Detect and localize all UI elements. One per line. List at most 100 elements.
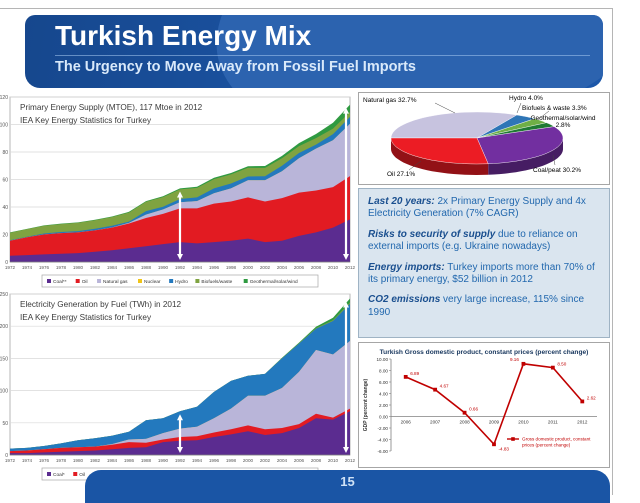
svg-text:-4.00: -4.00 xyxy=(378,437,389,442)
svg-text:2008: 2008 xyxy=(311,458,322,463)
svg-text:1976: 1976 xyxy=(39,458,50,463)
pie-canvas xyxy=(390,111,564,175)
svg-text:1974: 1974 xyxy=(22,458,33,463)
svg-text:-6.00: -6.00 xyxy=(378,449,389,454)
svg-text:80: 80 xyxy=(2,150,8,156)
fact-text: very large increase, 115% since 1990 xyxy=(368,294,585,318)
primary-energy-chart: 0 20 40 60 80 100 120 1972 1974 1976 1978 1980 1982 1… xyxy=(0,95,356,288)
svg-text:-2.00: -2.00 xyxy=(378,426,389,431)
svg-text:1978: 1978 xyxy=(56,458,67,463)
svg-text:1982: 1982 xyxy=(90,265,101,270)
gdp-chart-panel: -6.00 -4.00 -2.00 0.00 2.00 4.00 6.00 8.00 10.00… xyxy=(358,342,610,468)
svg-text:-4.83: -4.83 xyxy=(499,446,510,451)
svg-text:2000: 2000 xyxy=(243,265,254,270)
fact-lead: CO2 emissions xyxy=(368,294,441,306)
electricity-chart-title: Electricity Generation by Fuel (TWh) in … xyxy=(20,300,182,309)
svg-text:2011: 2011 xyxy=(548,420,558,425)
pie-label-biofuels: Biofuels & waste 3.3% xyxy=(522,105,587,112)
svg-text:1998: 1998 xyxy=(226,458,237,463)
svg-text:6.00: 6.00 xyxy=(379,380,388,385)
svg-text:1992: 1992 xyxy=(175,265,186,270)
svg-text:9.16: 9.16 xyxy=(510,357,519,362)
svg-text:1980: 1980 xyxy=(73,265,84,270)
facts-panel: Last 20 years: 2x Primary Energy Supply … xyxy=(358,188,610,338)
fact-lead: Last 20 years: xyxy=(368,196,435,207)
svg-text:2009: 2009 xyxy=(489,420,500,425)
title-banner: Turkish Energy Mix The Urgency to Move A… xyxy=(25,15,603,88)
svg-text:0: 0 xyxy=(5,453,8,459)
svg-text:1998: 1998 xyxy=(226,265,237,270)
svg-text:8.50: 8.50 xyxy=(557,362,566,367)
fact-item-risks: Risks to security of supply due to relia… xyxy=(368,229,600,254)
svg-text:prices (percent change): prices (percent change) xyxy=(522,443,571,448)
svg-text:2010: 2010 xyxy=(328,458,339,463)
svg-text:1994: 1994 xyxy=(192,458,203,463)
svg-text:Coal**: Coal** xyxy=(53,279,67,285)
fact-text: 2x Primary Energy Supply and 4x Electric… xyxy=(368,196,586,220)
svg-text:1984: 1984 xyxy=(107,265,118,270)
svg-text:2.00: 2.00 xyxy=(379,403,388,408)
svg-text:1982: 1982 xyxy=(90,458,101,463)
electricity-chart-subtitle: IEA Key Energy Statistics for Turkey xyxy=(20,313,152,322)
svg-text:2008: 2008 xyxy=(459,420,470,425)
svg-text:Nuclear: Nuclear xyxy=(144,279,161,285)
svg-text:6.89: 6.89 xyxy=(410,371,419,376)
svg-text:Oil: Oil xyxy=(79,472,85,478)
svg-text:1994: 1994 xyxy=(192,265,203,270)
primary-energy-chart-title: Primary Energy Supply (MTOE), 117 Mtoe i… xyxy=(20,103,203,112)
svg-text:100: 100 xyxy=(0,123,8,129)
gdp-chart: -6.00 -4.00 -2.00 0.00 2.00 4.00 6.00 8.00 10.00… xyxy=(363,349,597,454)
svg-text:2000: 2000 xyxy=(243,458,254,463)
slide-frame xyxy=(0,8,613,495)
svg-text:4.67: 4.67 xyxy=(440,384,449,389)
svg-text:Hydro: Hydro xyxy=(175,279,188,285)
svg-text:200: 200 xyxy=(0,324,8,330)
svg-text:1992: 1992 xyxy=(175,458,186,463)
pie-leader-lines xyxy=(408,102,556,171)
svg-text:Gross domestic product, consta: Gross domestic product, constant xyxy=(522,437,591,442)
energy-mix-pie xyxy=(390,102,564,175)
fact-lead: Risks to security of supply xyxy=(368,228,496,240)
primary-energy-chart-canvas: 0 20 40 60 80 100 120 1972 1974 1976 1978 1980 1982 1… xyxy=(0,95,356,288)
svg-text:2007: 2007 xyxy=(430,420,441,425)
svg-text:Biofuels/waste: Biofuels/waste xyxy=(201,279,232,285)
pie-label-oil: Oil 27.1% xyxy=(387,171,416,178)
svg-text:60: 60 xyxy=(2,178,8,184)
footer-bar: 15 xyxy=(85,470,610,503)
svg-text:1988: 1988 xyxy=(141,265,152,270)
svg-text:1972: 1972 xyxy=(5,265,16,270)
gdp-chart-title: Turkish Gross domestic product, constant… xyxy=(380,349,589,356)
electricity-chart: 0 50 100 150 200 250 1972 1974 1976 1978 1980 1982 1… xyxy=(0,292,356,481)
svg-text:2012: 2012 xyxy=(345,458,356,463)
svg-text:2002: 2002 xyxy=(260,265,271,270)
svg-text:2006: 2006 xyxy=(294,458,305,463)
svg-text:1986: 1986 xyxy=(124,458,135,463)
svg-text:1974: 1974 xyxy=(22,265,33,270)
svg-text:1976: 1976 xyxy=(39,265,50,270)
fact-item-co2: CO2 emissions very large increase, 115% … xyxy=(368,294,600,319)
page-number: 15 xyxy=(340,474,355,489)
svg-text:1988: 1988 xyxy=(141,458,152,463)
svg-text:150: 150 xyxy=(0,356,8,362)
svg-text:1984: 1984 xyxy=(107,458,118,463)
svg-text:2006: 2006 xyxy=(401,420,412,425)
svg-text:250: 250 xyxy=(0,292,8,298)
svg-text:2012: 2012 xyxy=(577,420,588,425)
svg-text:2002: 2002 xyxy=(260,458,271,463)
fact-item-energy-imports: Energy imports: Turkey imports more than… xyxy=(368,262,600,287)
fact-text: due to reliance on external imports (e.g… xyxy=(368,228,578,253)
svg-text:120: 120 xyxy=(0,95,8,101)
energy-mix-pie-panel: Natural gas 32.7% Hydro 4.0% Biofuels & … xyxy=(358,92,610,185)
svg-text:2010: 2010 xyxy=(518,420,529,425)
svg-text:2.62: 2.62 xyxy=(587,395,596,400)
svg-text:1990: 1990 xyxy=(158,458,169,463)
svg-text:1990: 1990 xyxy=(158,265,169,270)
svg-text:1996: 1996 xyxy=(209,265,220,270)
svg-text:Natural gas: Natural gas xyxy=(103,279,128,285)
svg-text:0: 0 xyxy=(5,260,8,266)
page-subtitle: The Urgency to Move Away from Fossil Fue… xyxy=(55,59,416,75)
svg-text:1972: 1972 xyxy=(5,458,16,463)
fact-item-last-20-years: Last 20 years: 2x Primary Energy Supply … xyxy=(368,196,600,221)
svg-text:40: 40 xyxy=(2,205,8,211)
